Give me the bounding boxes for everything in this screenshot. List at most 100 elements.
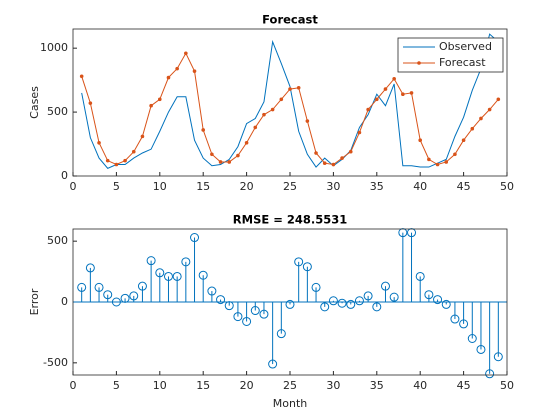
point bbox=[131, 149, 136, 154]
x-tick-label: 20 bbox=[240, 379, 254, 392]
point bbox=[375, 97, 379, 102]
point bbox=[409, 91, 414, 95]
y-tick-label: 0 bbox=[61, 169, 68, 182]
point bbox=[487, 107, 492, 112]
stem-marker bbox=[198, 270, 208, 280]
x-tick-label: 30 bbox=[326, 180, 340, 193]
point bbox=[201, 128, 205, 132]
x-tick-label: 5 bbox=[113, 379, 120, 392]
stem-marker bbox=[120, 293, 130, 303]
point bbox=[236, 153, 240, 158]
axes-box bbox=[72, 28, 508, 177]
legend-label: Observed bbox=[439, 40, 492, 53]
y-tick-label: 500 bbox=[47, 105, 68, 118]
stem-marker bbox=[389, 292, 399, 302]
stem-marker bbox=[485, 369, 495, 379]
point bbox=[479, 116, 483, 121]
stem-marker bbox=[311, 282, 321, 292]
point bbox=[158, 97, 162, 102]
legend-label: Forecast bbox=[439, 56, 486, 69]
stem-marker bbox=[268, 359, 278, 369]
stem-marker bbox=[346, 299, 356, 309]
x-tick-label: 20 bbox=[240, 180, 254, 193]
stem-marker bbox=[433, 295, 443, 305]
x-tick-label: 15 bbox=[196, 180, 210, 193]
stem-marker bbox=[77, 282, 87, 292]
stem-marker bbox=[242, 316, 252, 326]
point bbox=[461, 138, 466, 143]
stem-marker bbox=[94, 282, 104, 292]
point bbox=[218, 160, 223, 164]
axes-title: Forecast bbox=[262, 13, 318, 27]
y-tick-label: 500 bbox=[47, 234, 68, 247]
stem-marker bbox=[285, 299, 295, 309]
stem-marker bbox=[424, 290, 434, 300]
point bbox=[79, 74, 84, 79]
y-axis-label: Error bbox=[28, 288, 41, 315]
axes-title: RMSE = 248.5531 bbox=[233, 213, 347, 227]
point bbox=[149, 103, 153, 108]
point bbox=[270, 107, 275, 112]
stem-marker bbox=[163, 271, 173, 281]
x-tick-label: 0 bbox=[70, 180, 77, 193]
x-tick-label: 10 bbox=[153, 180, 167, 193]
point bbox=[383, 87, 388, 91]
stem-marker bbox=[493, 352, 503, 362]
x-axis-label: Month bbox=[273, 397, 308, 410]
stem-marker bbox=[294, 257, 304, 267]
stem-marker bbox=[467, 334, 477, 343]
stem-marker bbox=[320, 302, 330, 312]
stem-marker bbox=[111, 297, 121, 307]
stem-marker bbox=[328, 296, 338, 306]
x-tick-label: 50 bbox=[500, 379, 514, 392]
point bbox=[305, 119, 310, 123]
point bbox=[340, 156, 344, 160]
stem-marker bbox=[380, 281, 390, 291]
legend-box bbox=[397, 37, 504, 73]
x-tick-label: 45 bbox=[457, 379, 471, 392]
y-tick-label: 0 bbox=[61, 295, 68, 308]
point bbox=[227, 160, 232, 164]
stem-marker bbox=[476, 344, 486, 354]
point bbox=[435, 162, 440, 167]
point bbox=[192, 69, 197, 73]
series-line bbox=[81, 33, 499, 169]
stem-marker bbox=[146, 256, 156, 266]
point bbox=[366, 107, 370, 112]
x-tick-label: 25 bbox=[283, 379, 297, 392]
point bbox=[123, 158, 127, 163]
point bbox=[279, 97, 284, 102]
point bbox=[253, 125, 258, 130]
point bbox=[357, 130, 362, 135]
stem-marker bbox=[181, 257, 191, 267]
point bbox=[418, 138, 423, 143]
point bbox=[184, 51, 188, 56]
point bbox=[296, 86, 301, 90]
point bbox=[322, 161, 327, 166]
stem-marker bbox=[207, 286, 217, 296]
x-tick-label: 40 bbox=[413, 180, 427, 193]
x-tick-label: 5 bbox=[113, 180, 120, 193]
stem-marker bbox=[155, 268, 165, 278]
stem-marker bbox=[259, 309, 269, 319]
x-tick-label: 30 bbox=[326, 379, 340, 392]
stem-marker bbox=[250, 306, 260, 316]
stem-marker bbox=[372, 302, 382, 312]
x-tick-label: 40 bbox=[413, 379, 427, 392]
point bbox=[97, 140, 101, 145]
point bbox=[401, 92, 405, 96]
stem-marker bbox=[459, 319, 469, 329]
stem-marker bbox=[302, 262, 312, 272]
point bbox=[392, 77, 396, 81]
point bbox=[427, 157, 431, 162]
point bbox=[105, 158, 110, 163]
stem-marker bbox=[233, 312, 243, 322]
y-tick-label: -500 bbox=[43, 356, 68, 369]
y-axis-label: Cases bbox=[28, 86, 41, 119]
stem-marker bbox=[276, 329, 286, 339]
stem-marker bbox=[415, 271, 425, 281]
stem-marker bbox=[441, 299, 451, 309]
point bbox=[496, 97, 501, 102]
point bbox=[470, 126, 475, 131]
